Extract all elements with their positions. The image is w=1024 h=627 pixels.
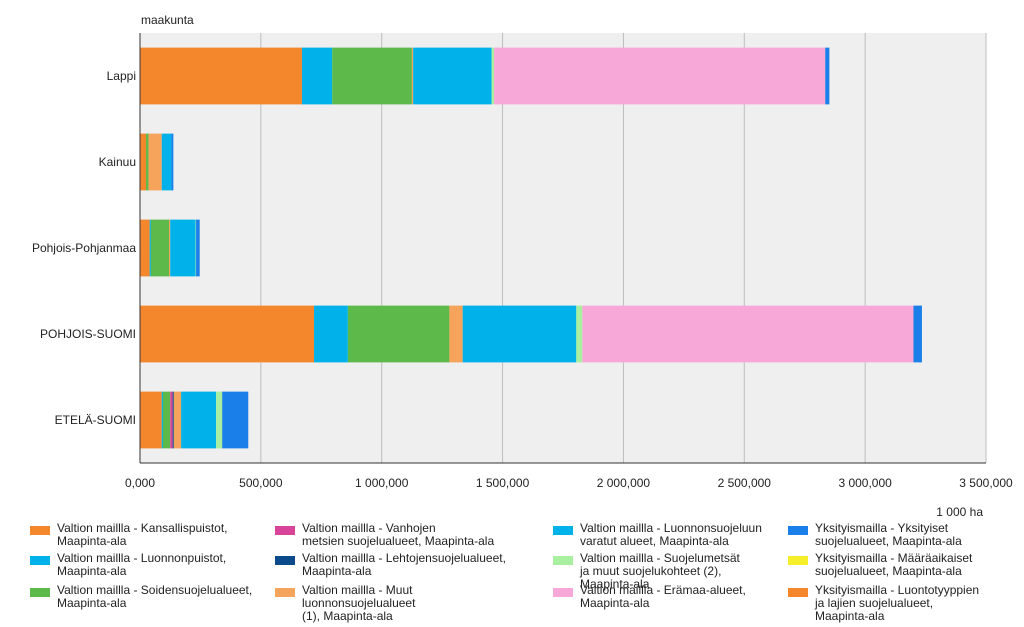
bar-segment xyxy=(576,305,583,363)
legend-label: Valtion maillla - Vanhojen metsien suoje… xyxy=(302,521,495,548)
x-tick-label: 1 500,000 xyxy=(476,476,530,490)
bar-segment xyxy=(347,305,450,363)
x-tick-label: 1 000,000 xyxy=(355,476,409,490)
bar-segment xyxy=(181,391,217,449)
legend-swatch xyxy=(553,556,573,565)
bar-segment xyxy=(825,47,830,105)
category-label: Pohjois-Pohjanmaa xyxy=(32,241,136,255)
legend-swatch xyxy=(788,526,808,535)
bar-segment xyxy=(140,219,150,277)
legend-label: Valtion maillla - Soidensuojelualueet, M… xyxy=(57,583,253,610)
category-labels: Lappi Kainuu Pohjois-Pohjanmaa POHJOIS-SUOM… xyxy=(32,69,136,427)
bar-segment xyxy=(314,305,348,363)
y-axis-title: maakunta xyxy=(141,13,194,27)
x-tick-label: 0,000 xyxy=(125,476,155,490)
bar-segment xyxy=(173,391,182,449)
legend-label: Yksityismailla - Yksityiset suojelualuee… xyxy=(815,521,962,548)
legend-swatch xyxy=(275,588,295,597)
bar-group xyxy=(140,47,922,449)
bar-segment xyxy=(140,305,315,363)
bar-segment xyxy=(494,47,826,105)
bar-segment xyxy=(172,391,174,449)
bar-segment xyxy=(140,391,162,449)
grid-lines xyxy=(260,33,987,463)
legend-label: Valtion maillla - Luonnonpuistot, Maapin… xyxy=(57,551,227,578)
legend-label: Yksityismailla - Määräaikaiset suojelual… xyxy=(815,551,973,578)
legend-swatch xyxy=(275,526,295,535)
x-tick-label: 3 000,000 xyxy=(838,476,892,490)
bar-segment xyxy=(146,133,149,191)
legend-label: Valtion maillla - Muut luonnonsuojelualu… xyxy=(302,583,416,623)
bar-segment xyxy=(196,219,200,277)
bar-segment xyxy=(462,305,577,363)
bar-segment xyxy=(149,219,151,277)
bar-segment xyxy=(148,133,162,191)
bar-segment xyxy=(170,219,196,277)
legend-label: Valtion maillla - Kansallispuistot, Maap… xyxy=(57,521,228,548)
bar-segment xyxy=(216,391,223,449)
bar-segment xyxy=(449,305,463,363)
bar-segment xyxy=(413,47,492,105)
legend-swatch xyxy=(553,526,573,535)
legend-swatch xyxy=(553,588,573,597)
x-axis-unit: 1 000 ha xyxy=(936,505,983,519)
legend-label: Valtion maillla - Erämaa-alueet, Maapint… xyxy=(580,583,746,610)
bar-segment xyxy=(161,391,163,449)
bar-segment xyxy=(582,305,914,363)
x-tick-label: 2 000,000 xyxy=(597,476,651,490)
bar-segment xyxy=(222,391,249,449)
category-label: Kainuu xyxy=(99,155,136,169)
legend-label: Valtion maillla - Lehtojensuojelualueet,… xyxy=(302,551,506,578)
bar-segment xyxy=(169,219,171,277)
legend-swatch xyxy=(788,588,808,597)
category-label: POHJOIS-SUOMI xyxy=(40,327,136,341)
bar-segment xyxy=(162,391,171,449)
legend-swatch xyxy=(30,526,50,535)
legend-label: Valtion maillla - Luonnonsuojeluun varat… xyxy=(580,521,762,548)
plot-background xyxy=(140,33,986,463)
bar-segment xyxy=(140,133,147,191)
legend-swatch xyxy=(788,556,808,565)
legend-swatch xyxy=(30,588,50,597)
bar-segment xyxy=(140,47,302,105)
bar-segment xyxy=(913,305,922,363)
bar-segment xyxy=(411,47,414,105)
bar-segment xyxy=(171,133,174,191)
x-tick-label: 2 500,000 xyxy=(718,476,772,490)
legend-label: Valtion maillla - Suojelumetsät ja muut … xyxy=(580,551,740,591)
legend-swatch xyxy=(30,556,50,565)
legend-label: Yksityismailla - Luontotyyppien ja lajie… xyxy=(815,583,980,623)
bar-segment xyxy=(150,219,170,277)
legend-swatch xyxy=(275,556,295,565)
x-tick-label: 3 500,000 xyxy=(959,476,1013,490)
bar-segment xyxy=(170,391,173,449)
bar-segment xyxy=(161,133,172,191)
x-tick-labels: 0,000 500,000 1 000,000 1 500,000 2 000,000 2… xyxy=(125,476,1013,490)
category-label: Lappi xyxy=(107,69,136,83)
bar-segment xyxy=(491,47,495,105)
axes xyxy=(139,33,986,464)
category-label: ETELÄ-SUOMI xyxy=(55,413,136,427)
bar-segment xyxy=(301,47,333,105)
bar-segment xyxy=(332,47,412,105)
x-tick-label: 500,000 xyxy=(239,476,283,490)
